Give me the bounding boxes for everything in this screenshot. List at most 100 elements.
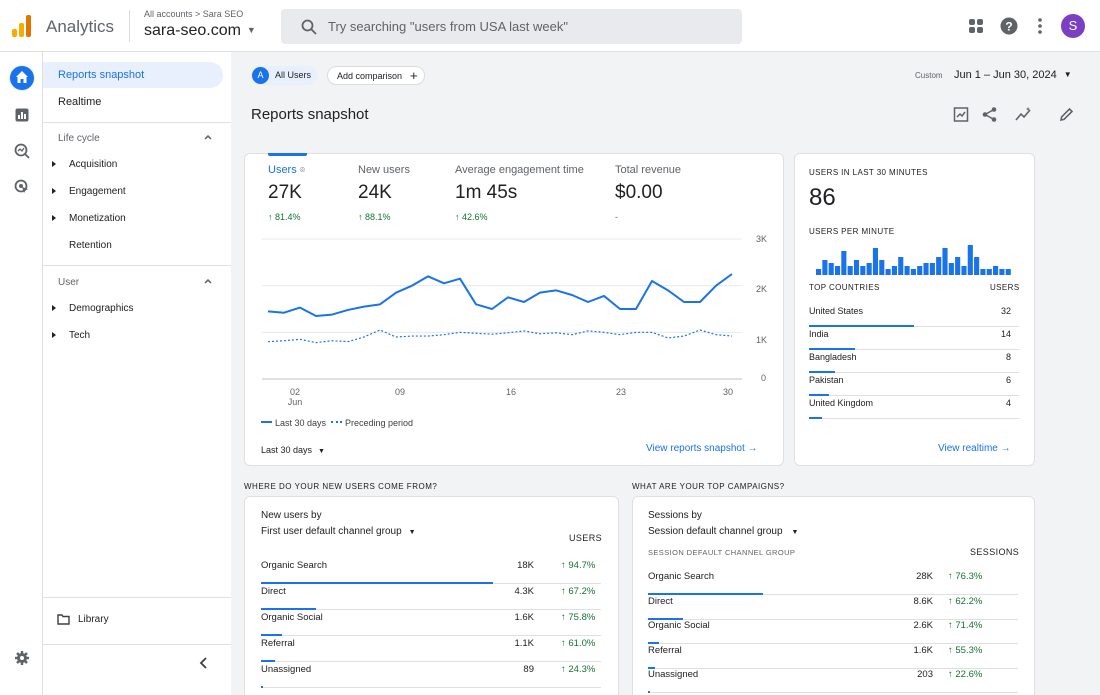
date-range-dropdown[interactable]: Last 30 days ▼ <box>261 445 325 455</box>
row-bar <box>648 691 650 693</box>
nav-item-tech[interactable]: Tech <box>52 330 90 341</box>
row-change: ↑ 94.7% <box>561 560 596 571</box>
add-comparison-button[interactable]: Add comparison + <box>327 66 425 85</box>
row-bar <box>648 642 659 644</box>
per-minute-bar <box>910 269 916 275</box>
explore-button[interactable] <box>9 138 35 164</box>
table-row[interactable]: Organic Search 18K ↑ 94.7% <box>261 558 601 584</box>
country-row[interactable]: United States 32 <box>809 304 1019 327</box>
y-tick-label: 3K <box>756 234 768 244</box>
dimension-selector[interactable]: First user default channel group ▼ <box>261 526 416 537</box>
row-value: 89 <box>523 664 534 675</box>
table-row[interactable]: Referral 1.6K ↑ 55.3% <box>648 643 1018 669</box>
metric-new-users[interactable]: New users 24K ↑ 88.1% <box>358 164 410 222</box>
chevron-left-icon[interactable] <box>198 656 210 670</box>
y-tick-label: 1K <box>756 335 768 345</box>
nav-item-label: Engagement <box>69 186 126 197</box>
property-selector[interactable]: sara-seo.com ▼ <box>144 22 256 40</box>
table-row[interactable]: Organic Social 1.6K ↑ 75.8% <box>261 610 601 636</box>
advertising-icon <box>14 179 28 193</box>
table-row[interactable]: Direct 4.3K ↑ 67.2% <box>261 584 601 610</box>
table-row[interactable]: Referral 1.1K ↑ 61.0% <box>261 636 601 662</box>
nav-item-demographics[interactable]: Demographics <box>52 303 133 314</box>
country-users: 32 <box>1000 306 1011 316</box>
per-minute-bar <box>872 248 879 275</box>
country-name: Bangladesh <box>809 352 857 362</box>
per-minute-bar <box>853 260 860 275</box>
row-change: ↑ 61.0% <box>561 638 596 649</box>
table-row[interactable]: Organic Search 28K ↑ 76.3% <box>648 569 1018 595</box>
metric-users[interactable]: Users ⌾ 27K ↑ 81.4% <box>268 164 305 222</box>
share-icon[interactable] <box>981 106 998 123</box>
per-minute-bar <box>929 263 935 275</box>
per-minute-bar <box>980 269 986 275</box>
comparison-chip-all-users[interactable]: A All Users <box>251 66 317 85</box>
row-change: ↑ 75.8% <box>561 612 596 623</box>
help-icon[interactable]: ? <box>999 16 1019 36</box>
dimension-selector[interactable]: Session default channel group ▼ <box>648 526 798 537</box>
nav-item-monetization[interactable]: Monetization <box>52 213 126 224</box>
account-breadcrumb[interactable]: All accounts > Sara SEO <box>144 9 244 19</box>
metric-total-revenue[interactable]: Total revenue $0.00 - <box>615 164 681 222</box>
nav-item-acquisition[interactable]: Acquisition <box>52 159 117 170</box>
table-row[interactable]: Unassigned 89 ↑ 24.3% <box>261 662 601 688</box>
card-title: New users by <box>261 510 322 521</box>
table-row[interactable]: Organic Social 2.6K ↑ 71.4% <box>648 618 1018 644</box>
search-input[interactable]: Try searching "users from USA last week" <box>281 9 742 44</box>
table-row[interactable]: Unassigned 203 ↑ 22.6% <box>648 667 1018 693</box>
divider <box>43 597 231 598</box>
country-row[interactable]: Bangladesh 8 <box>809 350 1019 373</box>
sessions-column-header: SESSIONS <box>970 547 1020 557</box>
advertising-button[interactable] <box>9 174 35 200</box>
nav-section-user[interactable]: User <box>58 277 212 288</box>
edit-pencil-icon[interactable] <box>1058 106 1075 123</box>
country-users: 4 <box>1005 398 1011 408</box>
plus-icon: + <box>410 68 418 83</box>
top-bar: Analytics All accounts > Sara SEO sara-s… <box>0 0 1100 52</box>
nav-item-retention[interactable]: Retention <box>69 240 112 251</box>
metric-value: 24K <box>358 182 392 203</box>
row-bar <box>648 593 763 595</box>
caret-down-icon: ▼ <box>408 529 416 536</box>
expand-arrow-icon <box>52 188 56 194</box>
left-rail <box>0 52 43 695</box>
nav-section-lifecycle[interactable]: Life cycle <box>58 133 212 144</box>
nav-item-realtime[interactable]: Realtime <box>43 89 223 115</box>
users-column-header: USERS <box>569 533 603 543</box>
table-row[interactable]: Direct 8.6K ↑ 62.2% <box>648 594 1018 620</box>
customize-report-icon[interactable] <box>953 106 970 123</box>
view-reports-snapshot-link[interactable]: View reports snapshot → <box>646 443 758 454</box>
nav-item-reports-snapshot[interactable]: Reports snapshot <box>43 62 223 88</box>
per-minute-bar <box>816 269 822 275</box>
row-bar <box>261 582 493 584</box>
per-minute-bar <box>942 248 948 275</box>
date-range-picker[interactable]: Jun 1 – Jun 30, 2024 ▼ <box>954 69 1072 81</box>
legend-swatch-dotted <box>331 421 342 423</box>
row-label: Referral <box>261 638 295 649</box>
analytics-logo-icon[interactable] <box>12 15 32 37</box>
insights-icon[interactable] <box>1015 106 1032 123</box>
more-vert-icon[interactable] <box>1030 16 1050 36</box>
search-placeholder: Try searching "users from USA last week" <box>328 19 568 34</box>
y-tick-label: 2K <box>756 284 768 294</box>
nav-item-label: Realtime <box>58 96 102 108</box>
reports-button[interactable] <box>9 102 35 128</box>
metric-avg-engagement-time[interactable]: Average engagement time 1m 45s ↑ 42.6% <box>455 164 584 222</box>
section-label: User <box>58 277 80 288</box>
country-row[interactable]: Pakistan 6 <box>809 373 1019 396</box>
metric-label: Average engagement time <box>455 164 584 176</box>
legend-item-preceding-period: Preceding period <box>331 418 413 428</box>
avatar[interactable]: S <box>1061 14 1085 38</box>
date-range-type: Custom <box>915 71 943 80</box>
metric-change: ↑ 81.4% <box>268 212 301 222</box>
per-minute-bar <box>860 266 866 275</box>
admin-settings-button[interactable] <box>9 645 35 671</box>
apps-grid-icon[interactable] <box>966 16 986 36</box>
country-row[interactable]: India 14 <box>809 327 1019 350</box>
country-row[interactable]: United Kingdom 4 <box>809 396 1019 419</box>
comparison-label: All Users <box>275 70 312 80</box>
home-button[interactable] <box>9 65 35 91</box>
row-bar <box>261 660 276 662</box>
nav-item-engagement[interactable]: Engagement <box>52 186 126 197</box>
view-realtime-link[interactable]: View realtime → <box>938 443 1011 454</box>
